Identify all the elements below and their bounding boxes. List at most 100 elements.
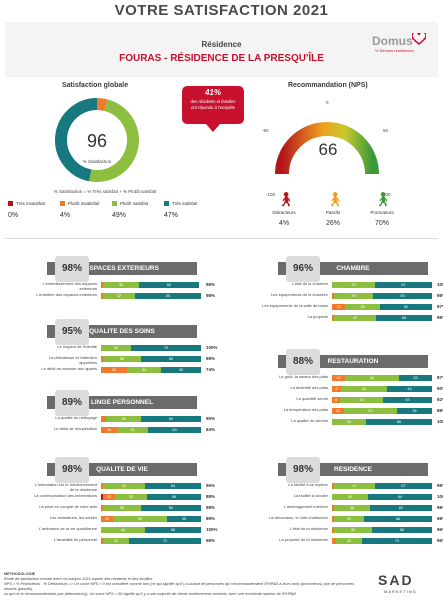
legend-swatch	[60, 201, 65, 206]
bar-segment: 54	[345, 375, 399, 381]
donut-slice	[55, 98, 98, 182]
legend-label: Très satisfait	[172, 201, 198, 206]
row-label: La propreté de la résidence	[279, 537, 328, 542]
stacked-bar: 16 31 53	[101, 427, 201, 433]
row-total: 87%	[437, 375, 443, 380]
donut-slice	[89, 99, 139, 182]
legend-swatch	[164, 201, 169, 206]
stacked-bar: 8 43 49	[332, 397, 432, 403]
bar-segment: 32	[103, 293, 135, 299]
nps-title: Recommandation (NPS)	[288, 82, 368, 89]
card-badge: 96%	[286, 256, 320, 282]
bar-segment: 33	[399, 375, 432, 381]
bar-segment: 58	[372, 527, 432, 533]
bar-segment: 56	[145, 527, 201, 533]
donut-slice	[96, 98, 108, 111]
row-total: 100%	[206, 345, 218, 350]
row-total: 92%	[437, 397, 443, 402]
nps-category-label: Passifs	[325, 210, 341, 215]
stacked-bar: 26 72	[101, 538, 201, 544]
bar-segment: 60	[141, 416, 201, 422]
bar-segment: 66	[135, 293, 201, 299]
bar-segment: 56	[376, 315, 432, 321]
row-total: 98%	[437, 315, 443, 320]
methodology-line: Étude de satisfaction menée entre mi-mai…	[4, 577, 154, 581]
bar-segment: 12	[103, 494, 115, 500]
legend-pct: 0%	[8, 212, 19, 219]
sad-subtitle: MARKETING	[384, 589, 417, 594]
stacked-bar: 36 60	[101, 282, 201, 288]
bar-segment: 35	[397, 408, 432, 414]
row-total: 100%	[437, 282, 443, 287]
bar-segment: 60	[141, 356, 201, 362]
nps-tick: -50	[262, 128, 269, 133]
row-label: Le délai de réponse aux appels	[41, 366, 97, 371]
bar-segment: 70	[362, 538, 432, 544]
row-total: 98%	[437, 516, 443, 521]
bar-segment: 39	[334, 293, 373, 299]
stacked-bar: 41 57	[332, 483, 432, 489]
bar-segment: 31	[117, 427, 148, 433]
stacked-bar: 36 62	[332, 505, 432, 511]
stacked-bar: 13 54 33	[332, 375, 432, 381]
bar-segment: 16	[101, 427, 117, 433]
row-total: 98%	[206, 356, 216, 361]
bar-segment: 52	[380, 304, 432, 310]
stacked-bar: 26 34 39	[101, 367, 201, 373]
row-label: La propreté	[307, 314, 328, 319]
bar-segment	[332, 538, 336, 544]
row-label: La qualité du service	[291, 418, 328, 423]
bar-segment	[101, 282, 103, 288]
passive-person-icon: 🚶︎	[326, 191, 344, 207]
stacked-bar: 34 66	[332, 419, 432, 425]
bar-segment: 60	[139, 282, 199, 288]
stacked-bar: 39 59	[332, 293, 432, 299]
row-label: L'entretien des espaces extérieurs	[36, 292, 97, 297]
bar-segment: 26	[101, 367, 127, 373]
nps-category-label: Promoteurs	[370, 210, 394, 215]
bar-segment: 35	[167, 516, 201, 522]
bar-segment: 49	[383, 397, 432, 403]
row-label: L'embellissement des espaces extérieurs	[42, 281, 97, 291]
methodology-line: NPS = % Promoteurs - % Détracteurs => Un…	[4, 582, 355, 591]
logo-subtitle: Vi Seniors résidences	[375, 48, 414, 53]
stacked-bar: 12 53 35	[332, 408, 432, 414]
row-label: La quantité servie	[296, 396, 328, 401]
stacked-bar: 30 70	[101, 345, 201, 351]
legend-swatch	[112, 201, 117, 206]
bar-segment: 54	[145, 483, 201, 489]
nps-category-pct: 4%	[278, 220, 290, 227]
row-label: La facilité à se repérer	[288, 482, 328, 487]
bar-segment: 53	[148, 427, 201, 433]
row-total: 88%	[206, 494, 216, 499]
bar-segment: 13	[332, 375, 345, 381]
card-badge: 98%	[55, 457, 89, 483]
response-bubble-icon	[182, 86, 244, 132]
nps-category-pct: 26%	[325, 220, 340, 227]
stacked-bar: 38 60	[101, 505, 201, 511]
bar-segment: 12	[101, 516, 113, 522]
bar-segment: 56	[147, 494, 201, 500]
bar-segment: 70	[131, 345, 201, 351]
page-title: VOTRE SATISFACTION 2021	[114, 2, 329, 19]
residence-band	[5, 22, 438, 77]
global-title: Satisfaction globale	[62, 82, 129, 89]
bar-segment: 38	[334, 527, 372, 533]
row-label: L'état de la chambre	[291, 281, 328, 286]
card-badge: 95%	[55, 319, 89, 345]
bar-segment: 8	[332, 397, 340, 403]
row-total: 74%	[206, 367, 216, 372]
bar-segment	[332, 527, 334, 533]
stacked-bar: 26 70	[332, 538, 432, 544]
global-score-label: % Satisfaction	[82, 159, 112, 164]
row-label: Les équipements de la salle de bains	[262, 303, 328, 308]
sad-logo: SAD	[378, 572, 414, 588]
row-total: 98%	[206, 293, 216, 298]
bar-segment: 42	[334, 315, 376, 321]
nps-score: 66	[318, 140, 338, 159]
bar-segment: 34	[332, 419, 366, 425]
bar-segment: 46	[341, 386, 387, 392]
card-badge: 98%	[55, 256, 89, 282]
bar-segment: 43	[332, 282, 375, 288]
card-badge: 89%	[55, 390, 89, 416]
